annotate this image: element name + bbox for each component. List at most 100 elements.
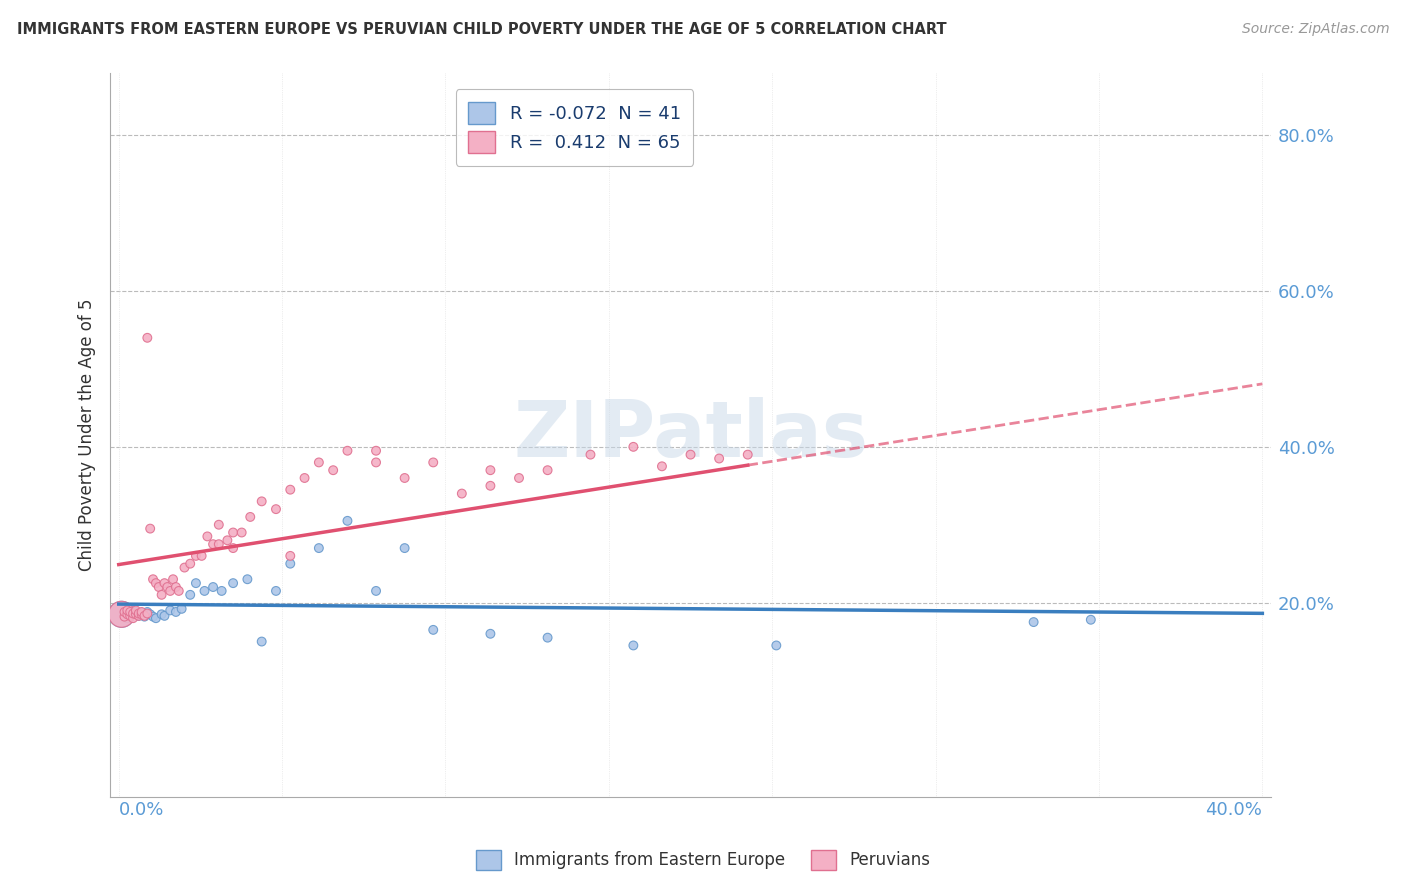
Point — [148, 580, 170, 594]
Point — [278, 557, 301, 571]
Point — [142, 572, 165, 586]
Point — [422, 455, 444, 469]
Point — [114, 609, 136, 624]
Point — [508, 471, 530, 485]
Point — [159, 603, 181, 617]
Text: ZIPatlas: ZIPatlas — [513, 397, 868, 473]
Point — [364, 443, 387, 458]
Point — [110, 607, 132, 622]
Point — [184, 576, 207, 591]
Point — [114, 607, 136, 622]
Text: IMMIGRANTS FROM EASTERN EUROPE VS PERUVIAN CHILD POVERTY UNDER THE AGE OF 5 CORR: IMMIGRANTS FROM EASTERN EUROPE VS PERUVI… — [17, 22, 946, 37]
Point — [128, 607, 150, 621]
Point — [621, 639, 644, 653]
Point — [117, 607, 139, 622]
Point — [336, 443, 359, 458]
Legend: Immigrants from Eastern Europe, Peruvians: Immigrants from Eastern Europe, Peruvian… — [470, 843, 936, 877]
Point — [125, 605, 148, 619]
Point — [117, 603, 139, 617]
Point — [184, 549, 207, 563]
Point — [145, 611, 167, 625]
Point — [170, 602, 193, 616]
Point — [165, 605, 187, 619]
Point — [479, 626, 502, 640]
Legend: R = -0.072  N = 41, R =  0.412  N = 65: R = -0.072 N = 41, R = 0.412 N = 65 — [456, 89, 693, 166]
Point — [707, 451, 730, 466]
Point — [193, 583, 215, 598]
Point — [208, 517, 231, 532]
Point — [394, 541, 416, 555]
Point — [222, 576, 245, 591]
Point — [179, 588, 201, 602]
Point — [122, 607, 145, 621]
Point — [222, 525, 245, 540]
Point — [250, 634, 273, 648]
Text: Source: ZipAtlas.com: Source: ZipAtlas.com — [1241, 22, 1389, 37]
Point — [264, 502, 287, 516]
Point — [150, 588, 173, 602]
Point — [308, 541, 330, 555]
Point — [120, 605, 142, 619]
Point — [122, 607, 145, 622]
Point — [364, 455, 387, 469]
Point — [217, 533, 239, 548]
Point — [117, 611, 139, 625]
Point — [536, 631, 558, 645]
Point — [211, 583, 233, 598]
Point — [336, 514, 359, 528]
Point — [131, 605, 153, 619]
Point — [167, 583, 190, 598]
Point — [679, 448, 702, 462]
Point — [156, 580, 179, 594]
Point — [125, 603, 148, 617]
Point — [153, 576, 176, 591]
Point — [165, 580, 187, 594]
Point — [364, 583, 387, 598]
Point — [250, 494, 273, 508]
Point — [1080, 613, 1102, 627]
Point — [145, 576, 167, 591]
Point — [479, 463, 502, 477]
Point — [131, 606, 153, 620]
Point — [1022, 615, 1045, 629]
Point — [153, 608, 176, 623]
Point — [162, 572, 184, 586]
Point — [150, 607, 173, 622]
Point — [136, 331, 159, 345]
Point — [579, 448, 602, 462]
Point — [231, 525, 253, 540]
Point — [765, 639, 787, 653]
Point — [120, 608, 142, 623]
Point — [120, 607, 142, 622]
Point — [110, 607, 132, 622]
Point — [278, 483, 301, 497]
Point — [264, 583, 287, 598]
Point — [394, 471, 416, 485]
Point — [737, 448, 759, 462]
Text: 40.0%: 40.0% — [1205, 801, 1263, 819]
Point — [139, 522, 162, 536]
Point — [131, 607, 153, 622]
Point — [308, 455, 330, 469]
Point — [202, 580, 225, 594]
Point — [422, 623, 444, 637]
Point — [128, 608, 150, 623]
Point — [222, 541, 245, 555]
Point — [117, 603, 139, 617]
Point — [128, 608, 150, 623]
Point — [190, 549, 212, 563]
Point — [536, 463, 558, 477]
Point — [179, 557, 201, 571]
Point — [134, 608, 156, 623]
Point — [621, 440, 644, 454]
Point — [239, 510, 262, 524]
Point — [208, 537, 231, 551]
Point — [142, 609, 165, 624]
Point — [278, 549, 301, 563]
Y-axis label: Child Poverty Under the Age of 5: Child Poverty Under the Age of 5 — [79, 299, 96, 572]
Text: 0.0%: 0.0% — [118, 801, 165, 819]
Point — [651, 459, 673, 474]
Point — [195, 529, 218, 543]
Point — [114, 605, 136, 619]
Point — [450, 486, 472, 500]
